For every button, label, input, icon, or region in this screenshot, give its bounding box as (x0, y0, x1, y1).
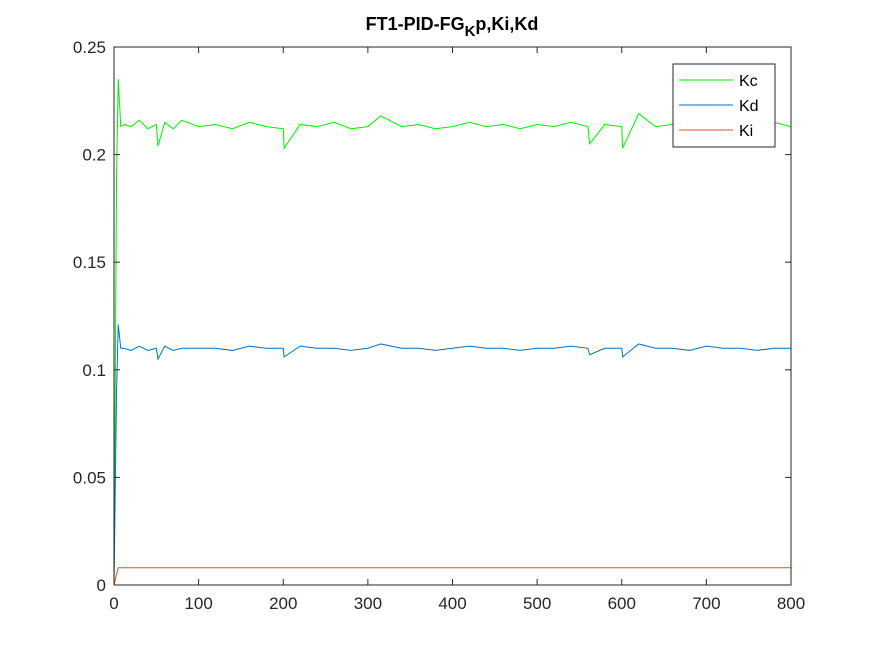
chart-title: FT1-PID-FGKp,Ki,Kd (366, 14, 539, 40)
x-tick-label: 400 (438, 594, 466, 613)
x-tick-label: 700 (692, 594, 720, 613)
chart-title-suffix: p,Ki,Kd (475, 14, 538, 34)
chart-title-subscript: K (465, 23, 476, 40)
y-tick-label: 0.05 (73, 468, 106, 487)
y-tick-label: 0.15 (73, 253, 106, 272)
series-line-kc (114, 79, 791, 585)
series-line-kd (114, 324, 791, 585)
y-tick-label: 0.25 (73, 38, 106, 57)
x-tick-label: 100 (184, 594, 212, 613)
y-tick-label: 0.1 (82, 361, 106, 380)
x-tick-label: 600 (608, 594, 636, 613)
series-line-ki (114, 567, 791, 585)
x-tick-label: 0 (109, 594, 118, 613)
chart-title-prefix: FT1-PID-FG (366, 14, 465, 34)
x-tick-label: 300 (354, 594, 382, 613)
x-tick-label: 800 (777, 594, 805, 613)
y-tick-label: 0.2 (82, 146, 106, 165)
legend-label-kc: Kc (739, 73, 758, 90)
y-tick-label: 0 (97, 576, 106, 595)
x-tick-label: 200 (269, 594, 297, 613)
legend-label-ki: Ki (739, 123, 753, 140)
legend-label-kd: Kd (739, 98, 759, 115)
x-tick-label: 500 (523, 594, 551, 613)
